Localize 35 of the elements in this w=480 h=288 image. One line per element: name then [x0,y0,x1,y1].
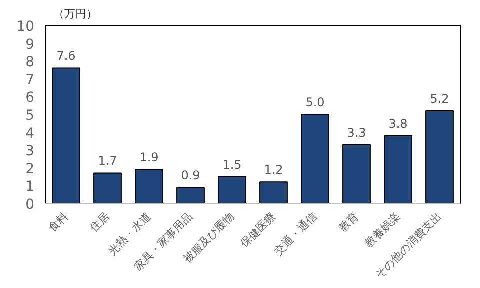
bar [260,182,288,204]
bar [135,169,164,204]
y-tick-label: 3 [26,144,35,160]
y-tick-label: 9 [26,36,35,53]
bar [218,176,246,204]
bar [176,186,205,204]
bar [426,110,454,204]
data-label: 1.2 [264,163,284,178]
data-label: 1.9 [140,150,159,165]
data-label: 1.5 [222,158,242,172]
y-axis-title: （万円） [54,8,98,20]
x-tick-label: 住居 [88,210,112,235]
bar [301,114,330,204]
y-tick-label: 0 [26,197,35,213]
data-label: 1.7 [98,154,118,168]
y-tick-label: 10 [16,19,35,35]
y-tick-label: 7 [26,72,35,88]
data-label: 3.3 [347,126,366,140]
x-tick-label: 教育 [336,210,362,235]
y-tick-label: 5 [26,108,35,124]
y-tick-label: 2 [26,161,35,178]
y-tick-label: 8 [26,54,35,71]
y-tick-label: 4 [26,126,35,142]
x-tick-label: 食料 [46,210,71,235]
y-tick-label: 1 [26,179,35,196]
bar [342,144,371,204]
y-tick-label: 6 [26,90,35,106]
data-label: 5.2 [430,92,450,106]
bar [52,68,80,204]
data-label: 3.8 [388,116,408,131]
data-label: 5.0 [306,96,325,110]
data-label: 0.9 [181,168,200,182]
bar [384,135,412,204]
bar [94,172,122,204]
data-label: 7.6 [56,49,76,64]
